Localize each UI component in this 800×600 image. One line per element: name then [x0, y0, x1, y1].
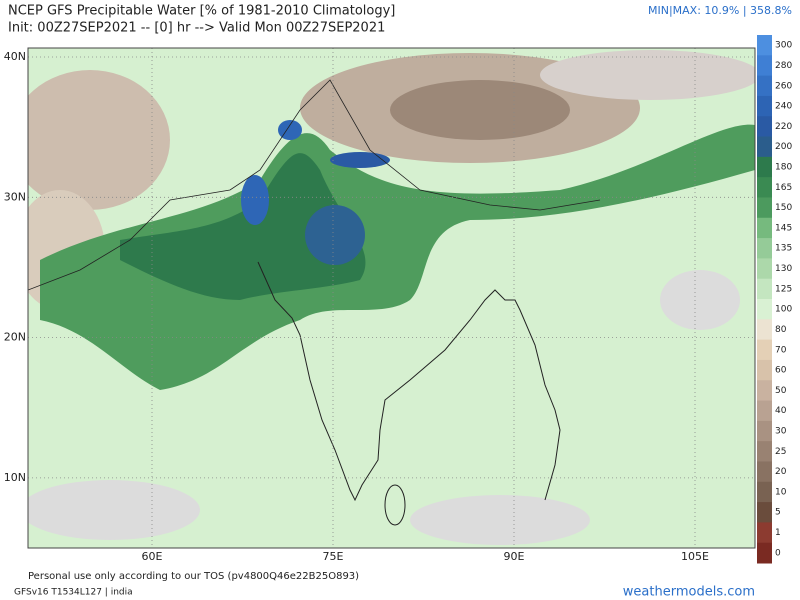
colorbar-label: 240 — [775, 102, 792, 112]
colorbar-band — [757, 258, 772, 280]
colorbar-label: 50 — [775, 386, 787, 396]
moist-region — [120, 153, 366, 300]
colorbar-band — [757, 116, 772, 138]
colorbar-label: 280 — [775, 61, 792, 71]
colorbar-label: 60 — [775, 366, 787, 376]
brand: weathermodels.com — [623, 585, 755, 600]
colorbar-label: 145 — [775, 223, 792, 233]
colorbar-label: 10 — [775, 487, 787, 497]
colorbar-label: 150 — [775, 203, 792, 213]
cloud-patch — [410, 495, 590, 545]
model-info: GFSv16 T1534L127 | india — [14, 588, 133, 598]
lon-label: 90E — [504, 550, 525, 563]
colorbar-band — [757, 339, 772, 361]
colorbar-band — [757, 217, 772, 239]
lon-label: 105E — [681, 550, 709, 563]
very-moist-spot — [305, 205, 365, 265]
lon-label: 60E — [142, 550, 163, 563]
init-line: Init: 00Z27SEP2021 -- [0] hr --> Valid M… — [8, 21, 385, 36]
colorbar-label: 25 — [775, 447, 786, 457]
colorbar-band — [757, 299, 772, 320]
colorbar-label: 40 — [775, 406, 787, 416]
colorbar-band — [757, 95, 772, 117]
colorbar-band — [757, 55, 772, 77]
colorbar-band — [757, 75, 772, 97]
colorbar-band — [757, 197, 772, 219]
lat-label: 40N — [4, 50, 26, 63]
colorbar-label: 30 — [775, 427, 787, 437]
colorbar-label: 5 — [775, 508, 781, 518]
very-moist-spot — [278, 120, 302, 140]
very-moist-spot — [241, 175, 269, 225]
dry-region — [28, 70, 170, 210]
min-max: MIN|MAX: 10.9% | 358.8% — [648, 4, 792, 17]
colorbar-label: 0 — [775, 548, 781, 558]
colorbar-band — [757, 359, 772, 381]
colorbar-label: 220 — [775, 122, 792, 132]
dry-region — [540, 50, 755, 100]
coastline — [384, 484, 406, 526]
colorbar-band — [757, 481, 772, 503]
colorbar-band — [757, 238, 772, 259]
colorbar-band — [757, 400, 772, 422]
border — [28, 79, 601, 291]
tos-note: Personal use only according to our TOS (… — [28, 571, 359, 582]
colorbar-band — [757, 441, 772, 462]
colorbar-label: 20 — [775, 467, 787, 477]
colorbar-band — [757, 35, 772, 56]
cloud-patch — [660, 270, 740, 330]
colorbar-band — [757, 461, 772, 483]
colorbar-label: 200 — [775, 142, 792, 152]
colorbar-label: 180 — [775, 163, 792, 173]
lat-label: 10N — [4, 471, 26, 484]
colorbar-band — [757, 420, 772, 442]
colorbar-band — [757, 278, 772, 300]
cloud-patch — [28, 480, 200, 540]
colorbar-label: 125 — [775, 284, 792, 294]
colorbar-label: 100 — [775, 305, 792, 315]
colorbar: 3002802602402202001801651501451351301251… — [757, 35, 792, 564]
colorbar-band — [757, 522, 772, 544]
colorbar-label: 300 — [775, 41, 792, 51]
dry-region — [390, 80, 570, 140]
lat-label: 30N — [4, 190, 26, 203]
colorbar-label: 260 — [775, 81, 792, 91]
map-frame — [27, 47, 756, 549]
colorbar-band — [757, 319, 772, 341]
colorbar-label: 80 — [775, 325, 787, 335]
lat-label: 20N — [4, 331, 26, 344]
colorbar-label: 130 — [775, 264, 792, 274]
colorbar-band — [757, 502, 772, 523]
colorbar-label: 165 — [775, 183, 792, 193]
map — [27, 47, 756, 549]
lon-label: 75E — [323, 550, 344, 563]
colorbar-band — [757, 156, 772, 178]
colorbar-band — [757, 380, 772, 402]
colorbar-band — [757, 542, 772, 564]
very-moist-spot — [330, 152, 390, 168]
coastline — [257, 261, 561, 502]
colorbar-label: 1 — [775, 528, 781, 538]
colorbar-band — [757, 136, 772, 158]
moist-region — [40, 124, 755, 391]
colorbar-label: 135 — [775, 244, 792, 254]
title: NCEP GFS Precipitable Water [% of 1981-2… — [8, 4, 395, 19]
colorbar-label: 70 — [775, 345, 787, 355]
colorbar-band — [757, 177, 772, 198]
